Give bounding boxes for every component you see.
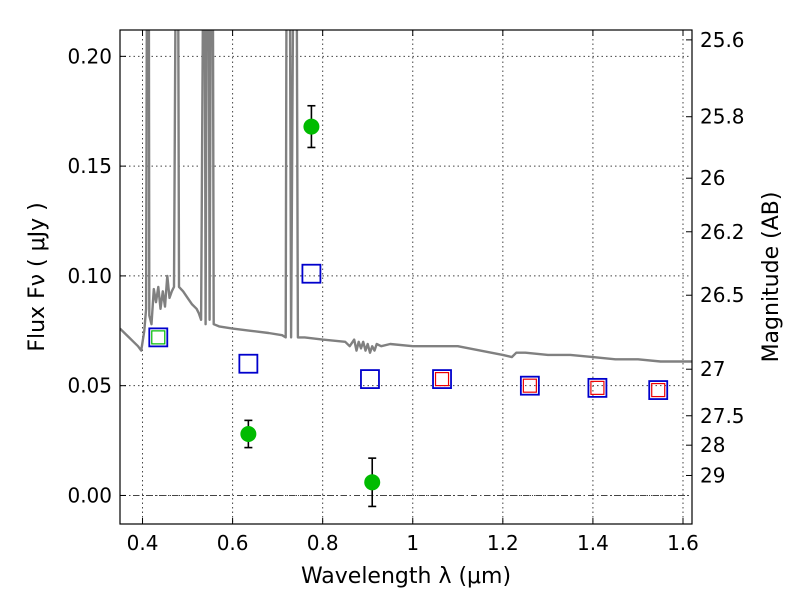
red-box xyxy=(434,371,450,387)
x-tick-label: 1 xyxy=(406,531,419,555)
detection-point xyxy=(364,474,381,491)
plot-background xyxy=(120,30,692,524)
y-tick-label: 0.00 xyxy=(67,483,112,507)
model-box xyxy=(519,375,540,396)
detection-point xyxy=(240,425,257,442)
spectrum-line xyxy=(120,30,692,363)
right-tick-label: 28 xyxy=(700,433,725,457)
right-tick-label: 27.5 xyxy=(700,404,745,428)
axes: 0.4 0.6 0.8 1 1.2 1.4 1.6 0.00 0.05 0.10 0.15 0.20 2… xyxy=(67,28,744,555)
model-box xyxy=(648,380,669,400)
right-tick-label: 25.8 xyxy=(700,105,745,129)
y-axis-label: Flux Fν ( μJy ) xyxy=(25,202,50,351)
x-tick-label: 0.4 xyxy=(127,531,159,555)
right-tick-label: 26.2 xyxy=(700,220,745,244)
right-tick-label: 26.5 xyxy=(700,283,745,307)
x-tick-label: 1.6 xyxy=(667,531,699,555)
model-box xyxy=(360,369,380,389)
x-tick-label: 0.6 xyxy=(217,531,249,555)
right-tick-label: 27 xyxy=(700,357,725,381)
green-box xyxy=(151,330,166,345)
right-tick-label: 26 xyxy=(700,166,725,190)
x-tick-label: 0.8 xyxy=(307,531,339,555)
model-box xyxy=(301,263,322,284)
red-box xyxy=(590,380,605,395)
y-tick-label: 0.05 xyxy=(67,374,112,398)
y-tick-label: 0.15 xyxy=(67,154,112,178)
red-box xyxy=(651,382,666,398)
model-box xyxy=(148,327,169,348)
detection-point xyxy=(303,118,320,135)
x-tick-label: 1.4 xyxy=(577,531,609,555)
series-layer xyxy=(120,30,692,508)
red-box xyxy=(522,378,537,393)
x-axis-label: Wavelength λ (μm) xyxy=(301,564,511,589)
y-tick-label: 0.20 xyxy=(67,44,112,68)
right-tick-label: 29 xyxy=(700,463,725,487)
y-tick-label: 0.10 xyxy=(67,264,112,288)
right-tick-label: 25.6 xyxy=(700,28,745,52)
plot-frame xyxy=(119,29,693,525)
right-axis-label: Magnitude (AB) xyxy=(759,192,784,363)
model-box xyxy=(432,369,452,389)
model-box xyxy=(587,377,608,398)
x-tick-label: 1.2 xyxy=(487,531,519,555)
model-box xyxy=(238,353,259,374)
